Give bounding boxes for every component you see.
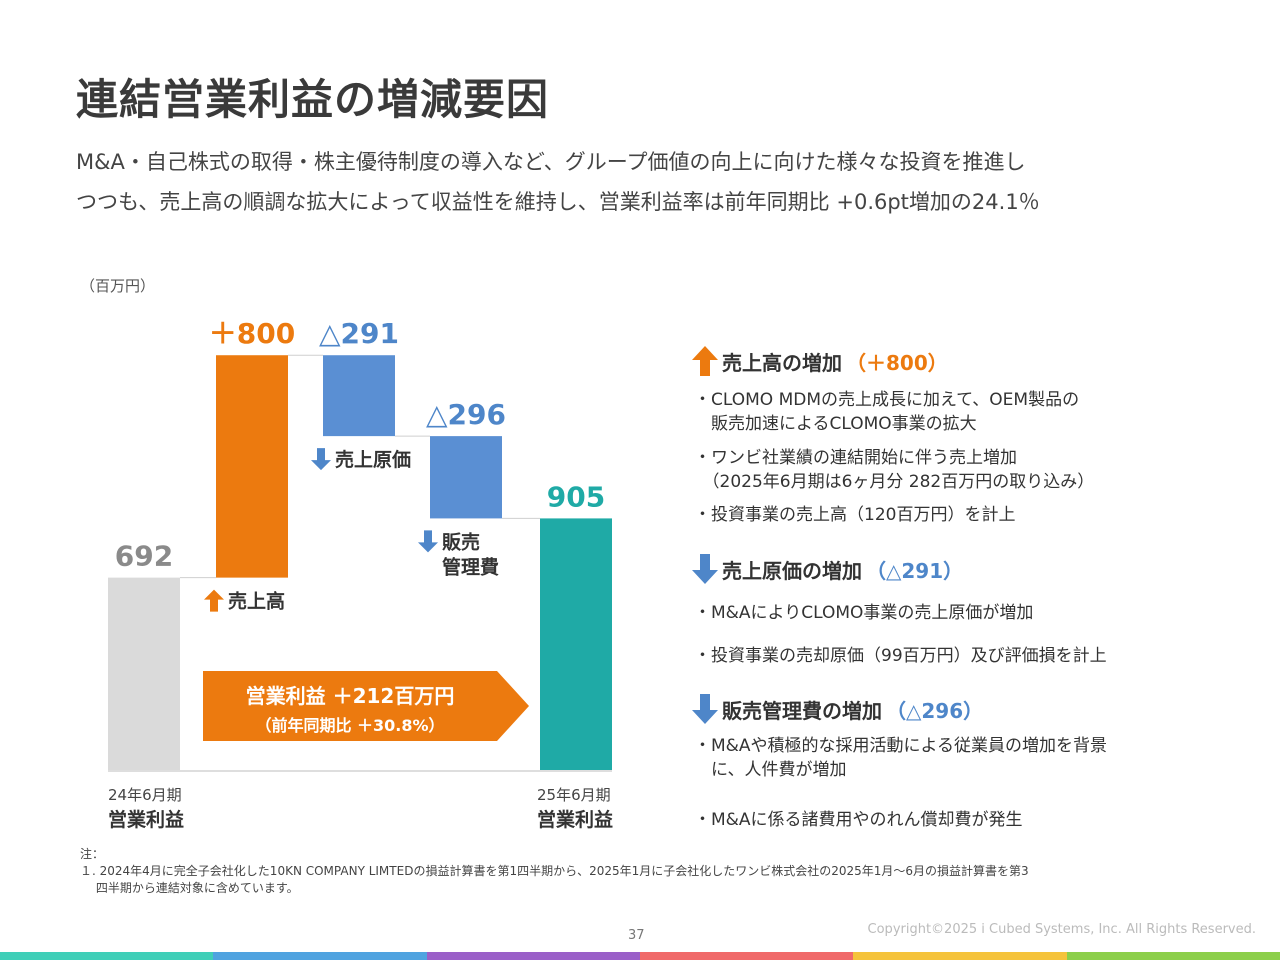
cogs-bullet-2-line-1: ・投資事業の売却原価（99百万円）及び評価損を計上	[694, 646, 1107, 666]
waterfall-chart: 692＋800 △291△296905売上高売上原価販売管理費24年6月期営業利益…	[108, 317, 613, 831]
callout-line-1: 営業利益 ＋212百万円	[246, 684, 455, 708]
bar-2	[216, 355, 288, 578]
sales-bullet-2-line-2: （2025年6月期は6ヶ月分 282百万円の取り込み）	[694, 472, 1095, 492]
cogs-bullet-1: ・M&AによりCLOMO事業の売上原価が増加	[694, 601, 1033, 625]
band-segment-4	[639, 952, 854, 960]
bar-1	[108, 577, 180, 770]
sales-bullet-1-line-2: 販売加速によるCLOMO事業の拡大	[694, 414, 977, 434]
arrow-up-icon	[692, 346, 718, 376]
section-sga-heading: 販売管理費の増加 （△296）	[692, 694, 983, 724]
arrow-down-icon	[311, 448, 331, 471]
sales-bullet-3: ・投資事業の売上高（120百万円）を計上	[694, 503, 1015, 527]
sga-bullet-1: ・M&Aや積極的な採用活動による従業員の増加を背景 に、人件費が増加	[694, 734, 1107, 782]
section-sga-title: 販売管理費の増加	[722, 698, 882, 723]
band-segment-2	[213, 952, 427, 960]
sales-bullet-1-line-1: ・CLOMO MDMの売上成長に加えて、OEM製品の	[694, 390, 1080, 410]
band-segment-1	[0, 952, 214, 960]
callout-line-2: （前年同期比 ＋30.8%）	[255, 716, 444, 735]
band-segment-5	[853, 952, 1067, 960]
page-title: 連結営業利益の増減要因	[76, 75, 550, 124]
section-sales-title: 売上高の増加	[722, 350, 842, 375]
step-note-4-line-2: 管理費	[442, 555, 499, 578]
band-segment-6	[1066, 952, 1280, 960]
lead-line-2: つつも、売上高の順調な拡大によって収益性を維持し、営業利益率は前年同期比 +0.…	[76, 190, 1040, 214]
step-note-2-line-1: 売上高	[228, 590, 285, 613]
sga-bullet-1-line-2: に、人件費が増加	[694, 760, 847, 780]
bar-label-1: 692	[115, 540, 173, 573]
callout-arrow	[203, 671, 529, 741]
step-note-4-line-1: 販売	[442, 530, 480, 553]
arrow-down-icon	[692, 694, 718, 724]
arrow-down-icon	[418, 530, 438, 553]
section-cogs-amount: （△291）	[866, 558, 964, 583]
bar-3	[323, 355, 395, 437]
footnote-line-1: １. 2024年4月に完全子会社化した10KN COMPANY LIMTEDの損…	[80, 864, 1029, 878]
bar-label-3: △291	[319, 317, 399, 350]
x-label-1-name: 営業利益	[108, 808, 184, 831]
cogs-bullet-2: ・投資事業の売却原価（99百万円）及び評価損を計上	[694, 644, 1107, 668]
section-cogs-title: 売上原価の増加	[722, 558, 862, 583]
x-label-1-period: 24年6月期	[108, 786, 182, 804]
footnote-label: 注：	[80, 847, 105, 861]
unit-label: （百万円）	[80, 277, 156, 295]
cogs-bullet-1-line-1: ・M&AによりCLOMO事業の売上原価が増加	[694, 603, 1034, 623]
arrow-down-icon	[692, 554, 718, 584]
footnotes: 注： １. 2024年4月に完全子会社化した10KN COMPANY LIMTE…	[80, 846, 1029, 897]
section-sales-amount: （＋800）	[846, 350, 948, 375]
band-segment-3	[426, 952, 640, 960]
x-label-2-name: 営業利益	[537, 808, 613, 831]
lead-line-1: M&A・自己株式の取得・株主優待制度の導入など、グループ価値の向上に向けた様々な…	[76, 150, 1026, 174]
bar-4	[430, 436, 502, 519]
section-cogs-heading: 売上原価の増加 （△291）	[692, 554, 963, 584]
sales-bullet-2-line-1: ・ワンビ社業績の連結開始に伴う売上増加	[694, 448, 1017, 468]
bar-label-4: △296	[426, 398, 506, 431]
bar-5	[540, 518, 612, 770]
bar-label-2: ＋800	[209, 317, 295, 350]
sales-bullet-1: ・CLOMO MDMの売上成長に加えて、OEM製品の 販売加速によるCLOMO事…	[694, 388, 1079, 436]
footnote-line-2: 四半期から連結対象に含めています。	[80, 881, 299, 895]
sales-bullet-2: ・ワンビ社業績の連結開始に伴う売上増加 （2025年6月期は6ヶ月分 282百万…	[694, 446, 1094, 494]
color-band	[0, 952, 1280, 960]
bar-label-5: 905	[547, 480, 605, 513]
sga-bullet-2-line-1: ・M&Aに係る諸費用やのれん償却費が発生	[694, 810, 1023, 830]
x-label-2-period: 25年6月期	[537, 786, 611, 804]
sga-bullet-2: ・M&Aに係る諸費用やのれん償却費が発生	[694, 808, 1023, 832]
section-sales-heading: 売上高の増加 （＋800）	[692, 346, 948, 376]
sales-bullet-3-line-1: ・投資事業の売上高（120百万円）を計上	[694, 505, 1016, 525]
arrow-up-icon	[204, 589, 224, 612]
sga-bullet-1-line-1: ・M&Aや積極的な採用活動による従業員の増加を背景	[694, 736, 1108, 756]
copyright: Copyright©2025 i Cubed Systems, Inc. All…	[867, 922, 1256, 937]
page-number: 37	[628, 928, 645, 943]
section-sga-amount: （△296）	[886, 698, 984, 723]
step-note-3-line-1: 売上原価	[335, 448, 411, 471]
